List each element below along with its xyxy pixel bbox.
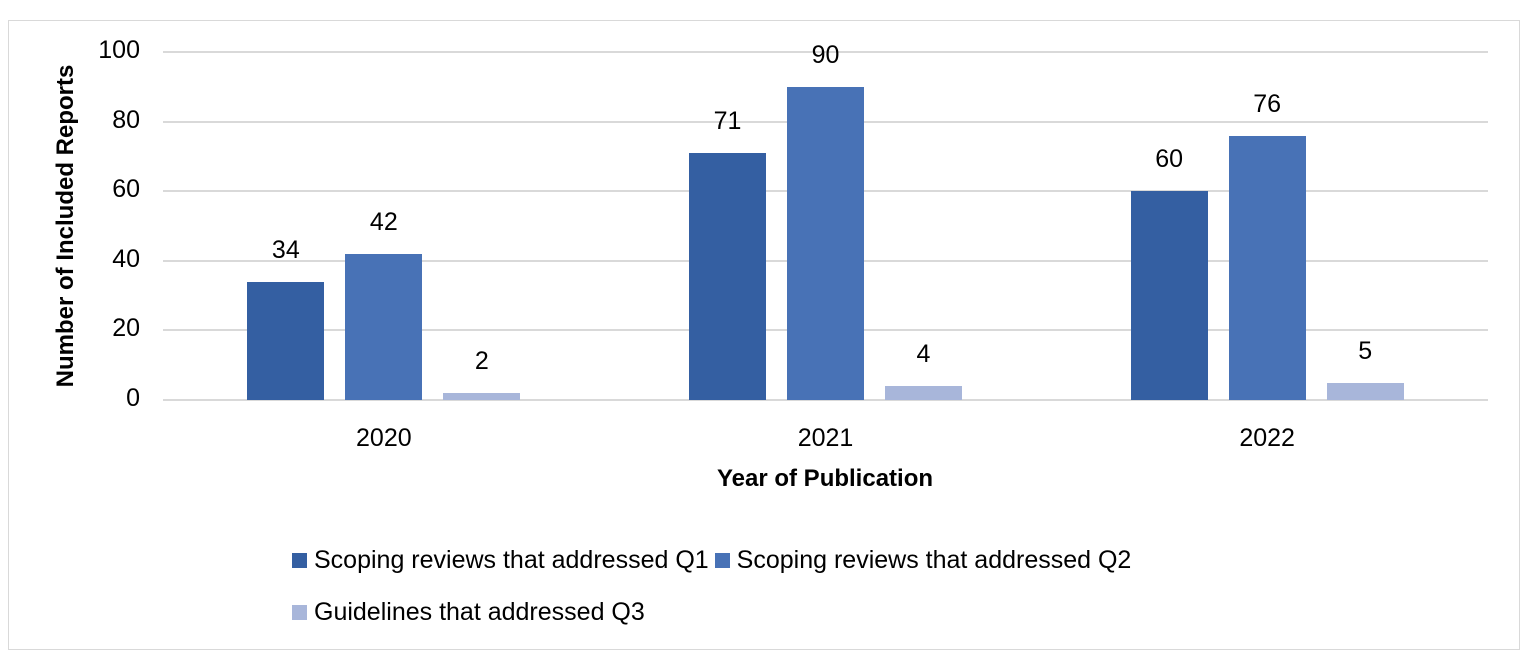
data-label: 42: [369, 207, 398, 236]
legend-label-q3: Guidelines that addressed Q3: [314, 597, 645, 626]
y-tick-label: 20: [112, 314, 140, 343]
data-label: 34: [271, 235, 300, 264]
x-tick-label: 2021: [797, 424, 854, 452]
data-label: 5: [1358, 336, 1373, 365]
gridline: [163, 51, 1488, 53]
x-tick-label: 2022: [1239, 424, 1295, 452]
bar-2022-q2: [1228, 135, 1306, 400]
legend-item-q1: Scoping reviews that addressed Q1: [292, 546, 709, 575]
bar-2022-q1: [1130, 191, 1208, 400]
legend-label-q2: Scoping reviews that addressed Q2: [736, 545, 1132, 574]
bar-2021-q1: [689, 152, 766, 400]
y-tick-label: 100: [98, 36, 140, 64]
bar-2021-q3: [885, 386, 962, 400]
y-tick-label: 0: [126, 384, 140, 412]
data-label: 76: [1253, 89, 1282, 118]
y-tick-label: 80: [112, 105, 140, 134]
legend-swatch-q1: [292, 552, 307, 568]
legend-label-q1: Scoping reviews that addressed Q1: [314, 545, 709, 574]
x-tick-label: 2020: [356, 424, 412, 452]
bar-2021-q2: [787, 86, 864, 400]
data-label: 90: [811, 40, 840, 69]
x-axis-title: Year of Publication: [716, 465, 934, 492]
data-label: 4: [916, 340, 931, 369]
bar-2020-q2: [345, 253, 423, 400]
legend-item-q3: Guidelines that addressed Q3: [292, 598, 645, 627]
legend: Scoping reviews that addressed Q1 Scopin…: [292, 544, 1137, 648]
legend-swatch-q2: [714, 552, 730, 568]
data-label: 2: [474, 347, 489, 376]
bar-2020-q3: [443, 393, 521, 400]
data-label: 60: [1155, 145, 1184, 174]
legend-swatch-q3: [292, 604, 307, 620]
data-label: 71: [713, 106, 742, 135]
bar-2022-q3: [1326, 382, 1404, 400]
y-tick-label: 60: [112, 175, 140, 204]
legend-item-q2: Scoping reviews that addressed Q2: [714, 545, 1132, 575]
gridline: [163, 399, 1488, 401]
chart-frame: [8, 20, 1520, 650]
bar-2020-q1: [247, 281, 325, 400]
plot-area: 34 42 2 71 90 4 60 76 5: [163, 42, 1488, 401]
y-tick-label: 40: [112, 244, 140, 273]
